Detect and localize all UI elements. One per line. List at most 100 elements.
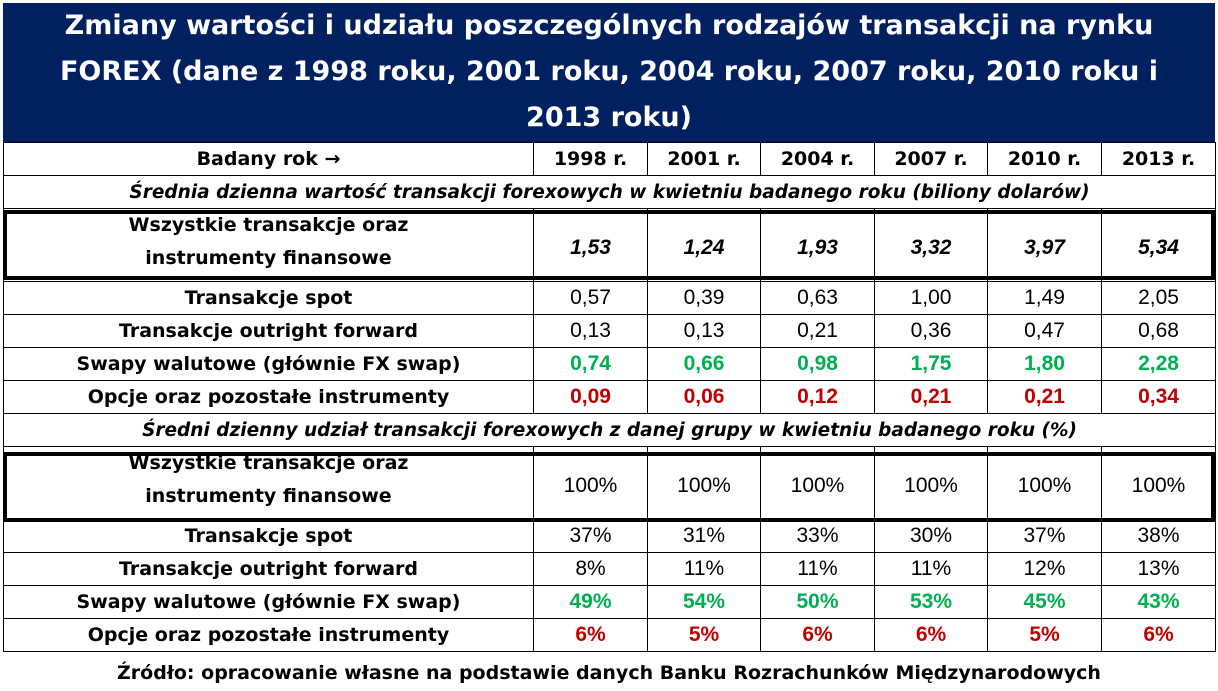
value-cell: 38% bbox=[1101, 519, 1216, 553]
row-label-line: instrumenty finansowe bbox=[145, 247, 392, 269]
value-cell: 53% bbox=[874, 585, 988, 619]
value-cell: 37% bbox=[533, 519, 648, 553]
row-label: Opcje oraz pozostałe instrumenty bbox=[3, 380, 534, 414]
table-row: Transakcje spot 0,57 0,39 0,63 1,00 1,49… bbox=[3, 281, 1216, 315]
value-cell: 54% bbox=[647, 585, 761, 619]
table-row: Transakcje spot 37% 31% 33% 30% 37% 38% bbox=[3, 519, 1216, 553]
value-cell: 11% bbox=[647, 552, 761, 586]
value-cell: 45% bbox=[987, 585, 1102, 619]
value-cell: 11% bbox=[874, 552, 988, 586]
value-cell: 0,34 bbox=[1101, 380, 1216, 414]
value-cell: 0,21 bbox=[987, 380, 1102, 414]
total-cell: 3,32 bbox=[874, 208, 988, 282]
year-header: 2013 r. bbox=[1101, 142, 1216, 176]
value-cell: 5% bbox=[987, 618, 1102, 652]
value-cell: 0,39 bbox=[647, 281, 761, 315]
total-value-row: Wszystkie transakcje oraz instrumenty fi… bbox=[3, 208, 1216, 282]
table-title: Zmiany wartości i udziału poszczególnych… bbox=[3, 3, 1215, 142]
value-cell: 6% bbox=[1101, 618, 1216, 652]
table-row: Transakcje outright forward 8% 11% 11% 1… bbox=[3, 552, 1216, 586]
value-cell: 1,75 bbox=[874, 347, 988, 381]
year-header: 1998 r. bbox=[533, 142, 648, 176]
section-heading-value: Średnia dzienna wartość transakcji forex… bbox=[3, 175, 1216, 209]
total-cell: 5,34 bbox=[1101, 208, 1216, 282]
value-cell: 49% bbox=[533, 585, 648, 619]
row-label: Swapy walutowe (głównie FX swap) bbox=[3, 585, 534, 619]
value-cell: 0,06 bbox=[647, 380, 761, 414]
table-row: Opcje oraz pozostałe instrumenty 6% 5% 6… bbox=[3, 618, 1216, 652]
value-cell: 6% bbox=[874, 618, 988, 652]
value-cell: 1,00 bbox=[874, 281, 988, 315]
value-cell: 37% bbox=[987, 519, 1102, 553]
table-row: Swapy walutowe (głównie FX swap) 49% 54%… bbox=[3, 585, 1216, 619]
total-cell: 1,93 bbox=[760, 208, 875, 282]
row-label-line: Wszystkie transakcje oraz bbox=[128, 452, 409, 474]
row-label-line: Wszystkie transakcje oraz bbox=[128, 214, 409, 236]
row-label: Transakcje outright forward bbox=[3, 552, 534, 586]
section-heading-share: Średni dzienny udział transakcji forexow… bbox=[3, 413, 1216, 447]
total-cell: 100% bbox=[1101, 446, 1216, 520]
value-cell: 33% bbox=[760, 519, 875, 553]
section-heading-row: Średnia dzienna wartość transakcji forex… bbox=[3, 175, 1216, 209]
value-cell: 2,05 bbox=[1101, 281, 1216, 315]
value-cell: 1,49 bbox=[987, 281, 1102, 315]
value-cell: 11% bbox=[760, 552, 875, 586]
year-header: 2001 r. bbox=[647, 142, 761, 176]
total-cell: 100% bbox=[533, 446, 648, 520]
total-cell: 3,97 bbox=[987, 208, 1102, 282]
value-cell: 30% bbox=[874, 519, 988, 553]
total-cell: 100% bbox=[874, 446, 988, 520]
row-label: Transakcje outright forward bbox=[3, 314, 534, 348]
value-cell: 0,36 bbox=[874, 314, 988, 348]
value-cell: 0,74 bbox=[533, 347, 648, 381]
row-label-line: instrumenty finansowe bbox=[145, 485, 392, 507]
value-cell: 2,28 bbox=[1101, 347, 1216, 381]
value-cell: 0,66 bbox=[647, 347, 761, 381]
forex-table: Badany rok → 1998 r. 2001 r. 2004 r. 200… bbox=[3, 142, 1216, 652]
value-cell: 0,63 bbox=[760, 281, 875, 315]
value-cell: 0,21 bbox=[760, 314, 875, 348]
row-label: Transakcje spot bbox=[3, 281, 534, 315]
source-note: Źródło: opracowanie własne na podstawie … bbox=[117, 662, 1101, 684]
value-cell: 0,09 bbox=[533, 380, 648, 414]
value-cell: 43% bbox=[1101, 585, 1216, 619]
value-cell: 8% bbox=[533, 552, 648, 586]
value-cell: 0,98 bbox=[760, 347, 875, 381]
total-cell: 1,24 bbox=[647, 208, 761, 282]
year-header-label: Badany rok → bbox=[3, 142, 534, 176]
value-cell: 0,57 bbox=[533, 281, 648, 315]
total-cell: 100% bbox=[987, 446, 1102, 520]
section-heading-row: Średni dzienny udział transakcji forexow… bbox=[3, 413, 1216, 447]
table-row: Swapy walutowe (głównie FX swap) 0,74 0,… bbox=[3, 347, 1216, 381]
row-label: Transakcje spot bbox=[3, 519, 534, 553]
row-label: Opcje oraz pozostałe instrumenty bbox=[3, 618, 534, 652]
value-cell: 5% bbox=[647, 618, 761, 652]
value-cell: 50% bbox=[760, 585, 875, 619]
value-cell: 13% bbox=[1101, 552, 1216, 586]
value-cell: 0,21 bbox=[874, 380, 988, 414]
value-cell: 1,80 bbox=[987, 347, 1102, 381]
value-cell: 31% bbox=[647, 519, 761, 553]
total-cell: 1,53 bbox=[533, 208, 648, 282]
row-label: Wszystkie transakcje oraz instrumenty fi… bbox=[3, 446, 534, 520]
value-cell: 0,68 bbox=[1101, 314, 1216, 348]
year-header: 2010 r. bbox=[987, 142, 1102, 176]
year-header: 2007 r. bbox=[874, 142, 988, 176]
value-cell: 0,13 bbox=[533, 314, 648, 348]
table-row: Transakcje outright forward 0,13 0,13 0,… bbox=[3, 314, 1216, 348]
total-share-row: Wszystkie transakcje oraz instrumenty fi… bbox=[3, 446, 1216, 520]
row-label: Swapy walutowe (głównie FX swap) bbox=[3, 347, 534, 381]
value-cell: 0,13 bbox=[647, 314, 761, 348]
total-cell: 100% bbox=[760, 446, 875, 520]
value-cell: 6% bbox=[760, 618, 875, 652]
header-row: Badany rok → 1998 r. 2001 r. 2004 r. 200… bbox=[3, 142, 1216, 176]
year-header: 2004 r. bbox=[760, 142, 875, 176]
value-cell: 0,47 bbox=[987, 314, 1102, 348]
total-cell: 100% bbox=[647, 446, 761, 520]
row-label: Wszystkie transakcje oraz instrumenty fi… bbox=[3, 208, 534, 282]
value-cell: 12% bbox=[987, 552, 1102, 586]
table-row: Opcje oraz pozostałe instrumenty 0,09 0,… bbox=[3, 380, 1216, 414]
value-cell: 6% bbox=[533, 618, 648, 652]
value-cell: 0,12 bbox=[760, 380, 875, 414]
